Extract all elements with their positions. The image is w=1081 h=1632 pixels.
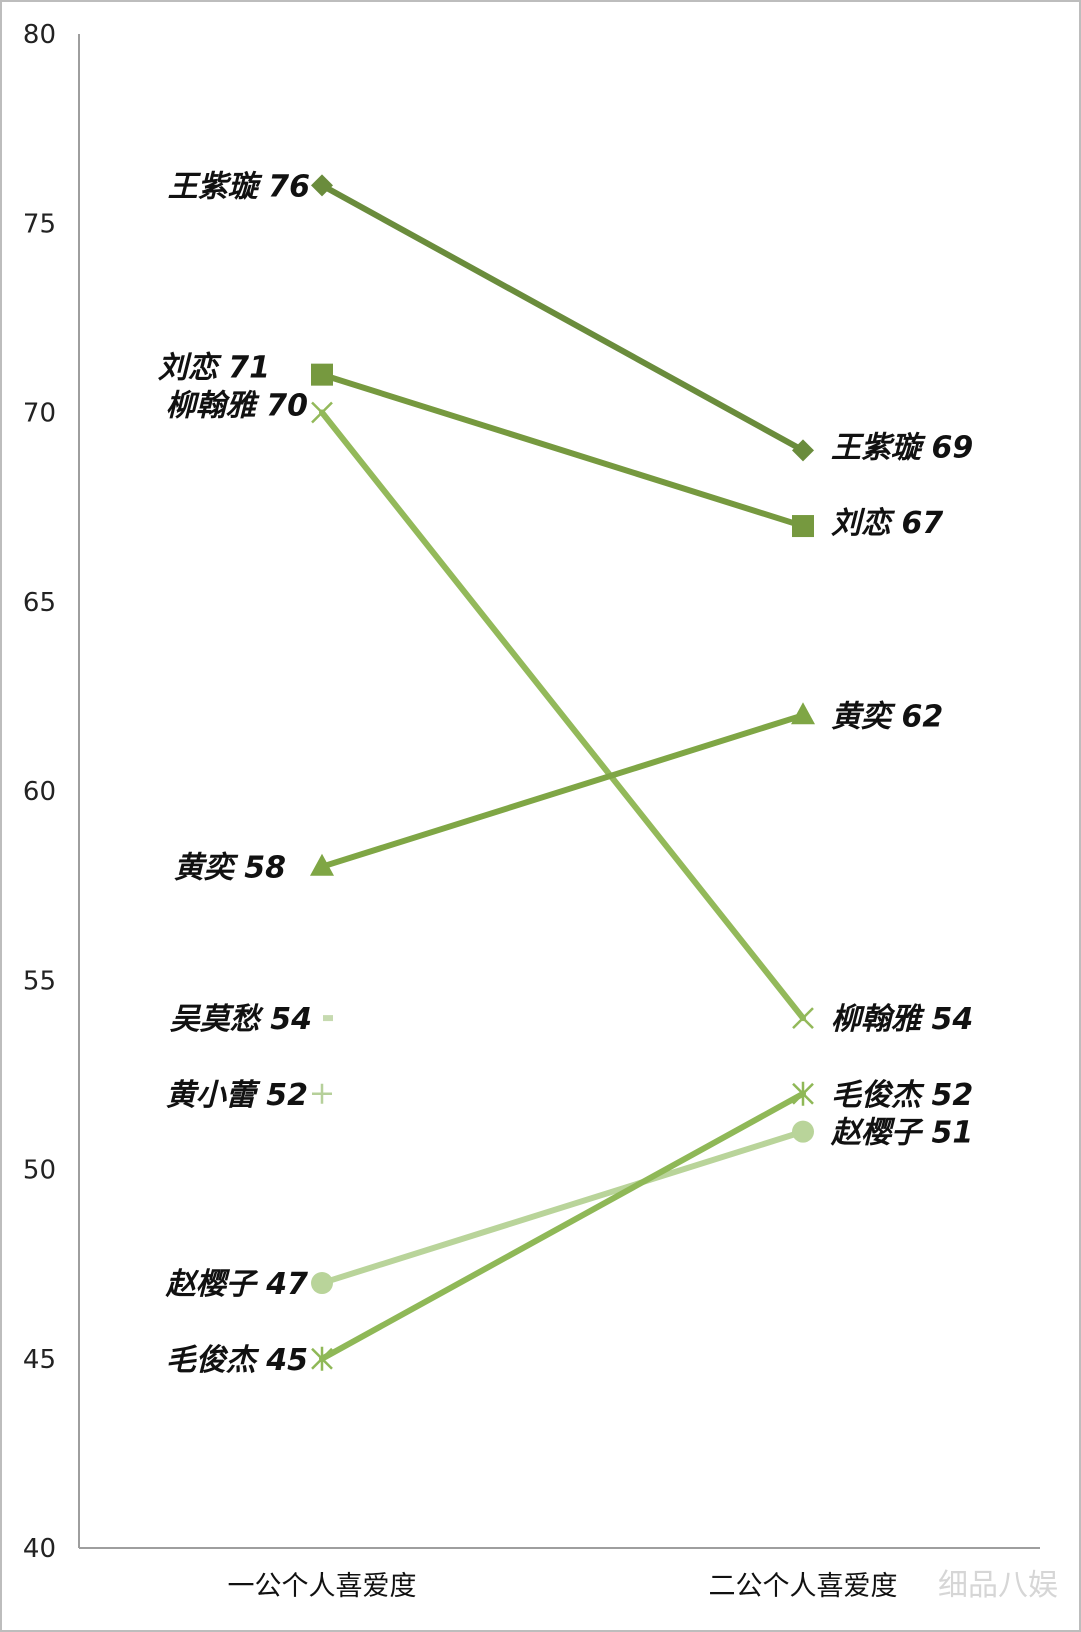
y-tick-label: 45 — [23, 1345, 56, 1375]
x-category-label: 二公个人喜爱度 — [709, 1571, 898, 1602]
data-label: 黄奕 62 — [831, 699, 943, 734]
data-label: 柳翰雅 70 — [166, 389, 308, 424]
data-label: 柳翰雅 54 — [831, 1002, 973, 1037]
marker-plus — [312, 1083, 332, 1104]
data-label: 王紫璇 76 — [168, 169, 310, 204]
data-label: 吴莫愁 54 — [170, 1002, 312, 1037]
marker-x — [792, 1007, 814, 1029]
y-tick-label: 40 — [23, 1534, 56, 1564]
data-point — [792, 439, 814, 462]
data-point — [312, 1083, 332, 1104]
marker-star — [792, 1081, 814, 1106]
y-tick-label: 55 — [23, 966, 56, 996]
data-label: 黄小蕾 52 — [166, 1078, 308, 1113]
data-point — [310, 853, 334, 876]
data-point — [791, 702, 815, 725]
data-point — [311, 363, 333, 386]
data-label: 毛俊杰 52 — [831, 1078, 973, 1113]
data-point — [311, 401, 333, 424]
marker-circle — [792, 1120, 814, 1143]
marker-dash — [323, 1015, 333, 1022]
data-point — [792, 1120, 814, 1143]
series-line — [319, 1128, 806, 1287]
data-point — [792, 1007, 814, 1029]
data-point — [792, 515, 814, 538]
marker-square — [311, 363, 333, 386]
data-label: 刘恋 71 — [158, 351, 270, 386]
y-tick-label: 60 — [23, 777, 56, 807]
series-line — [319, 712, 806, 870]
series-line — [319, 182, 806, 454]
series-line — [319, 1090, 806, 1362]
series-line — [319, 371, 806, 530]
data-point — [792, 1081, 814, 1106]
marker-diamond — [792, 439, 814, 462]
series-line — [319, 409, 806, 1022]
marker-square — [792, 515, 814, 538]
data-point — [311, 174, 333, 197]
data-label: 毛俊杰 45 — [166, 1343, 308, 1378]
marker-diamond — [311, 174, 333, 197]
data-label: 赵樱子 51 — [830, 1116, 973, 1151]
watermark-text: 细品八娱 — [938, 1568, 1058, 1603]
marker-circle — [311, 1272, 333, 1295]
marker-triangle — [310, 853, 334, 876]
marker-triangle — [791, 702, 815, 725]
y-tick-label: 80 — [23, 20, 56, 50]
data-label: 赵樱子 47 — [165, 1267, 308, 1302]
marker-x — [311, 401, 333, 424]
data-label: 王紫璇 69 — [831, 430, 973, 465]
data-point — [311, 1272, 333, 1295]
data-point — [311, 1346, 333, 1371]
data-point — [323, 1015, 333, 1022]
y-tick-label: 50 — [23, 1156, 56, 1186]
data-label: 刘恋 67 — [831, 506, 943, 541]
y-tick-label: 70 — [23, 399, 56, 429]
y-tick-label: 65 — [23, 588, 56, 618]
marker-star — [311, 1346, 333, 1371]
data-label: 黄奕 58 — [174, 851, 286, 886]
y-tick-label: 75 — [23, 209, 56, 239]
x-category-label: 一公个人喜爱度 — [228, 1571, 417, 1602]
